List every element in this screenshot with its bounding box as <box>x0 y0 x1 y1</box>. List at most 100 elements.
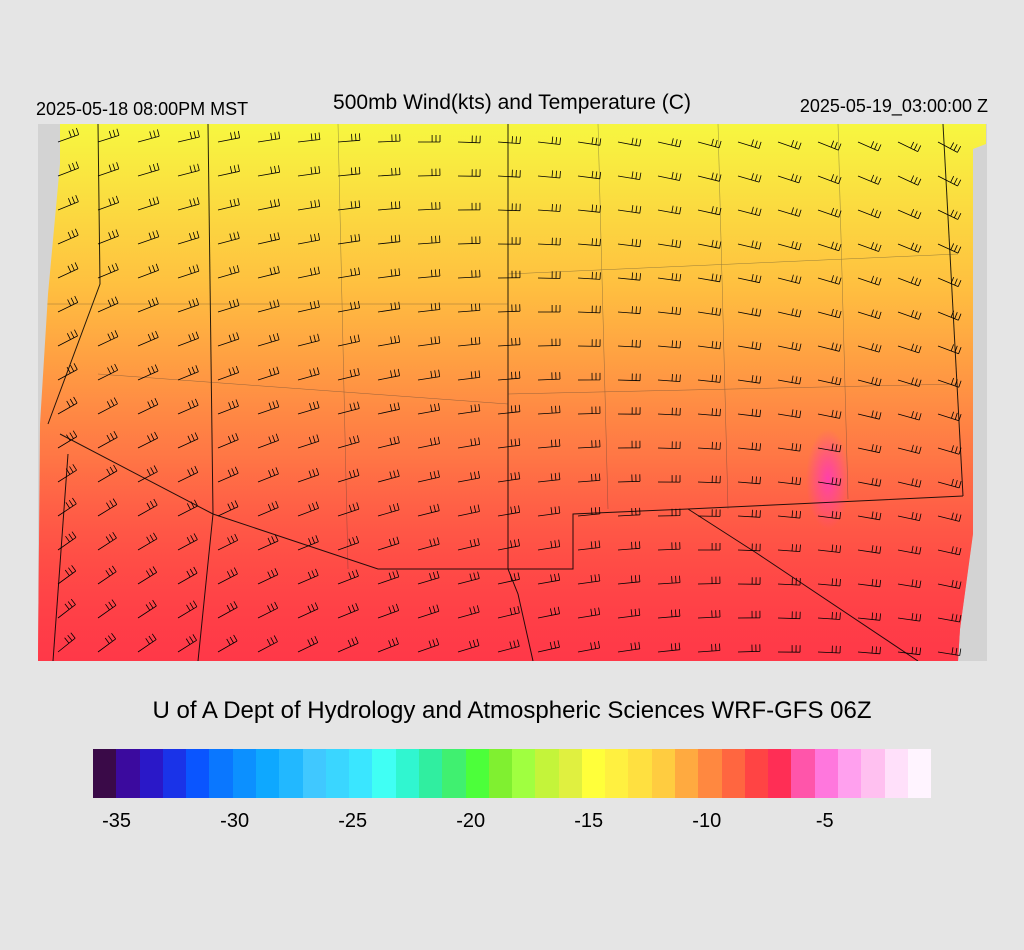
wind-barb <box>457 538 480 551</box>
wind-barb <box>697 509 721 517</box>
wind-barb <box>337 133 361 143</box>
wind-barb <box>817 376 842 386</box>
wind-barb <box>497 505 521 517</box>
wind-barb <box>817 443 842 453</box>
wind-barb <box>337 636 359 653</box>
colorbar-cell <box>209 749 233 798</box>
wind-barb <box>817 241 842 252</box>
wind-barb <box>257 265 280 279</box>
wind-barb <box>937 613 962 623</box>
wind-barb <box>57 497 77 517</box>
colorbar-cell <box>744 749 769 798</box>
colorbar-cell <box>884 749 908 798</box>
colorbar-cell <box>186 749 210 798</box>
wind-barb <box>417 336 441 347</box>
colorbar-tick-label: -5 <box>815 810 834 832</box>
wind-barb <box>97 363 119 381</box>
temperature-colorbar <box>93 749 932 798</box>
wind-barb <box>617 272 641 281</box>
wind-barb <box>937 141 962 153</box>
wind-barb <box>817 174 842 185</box>
wind-barb <box>817 409 842 419</box>
wind-barb <box>417 403 440 415</box>
wind-barb <box>897 377 922 387</box>
wind-barb <box>97 397 118 415</box>
wind-barb <box>217 198 240 211</box>
wind-barb <box>377 335 401 347</box>
wind-barb <box>897 410 922 421</box>
wind-barb <box>497 270 521 279</box>
wind-barb <box>57 295 79 313</box>
wind-barb <box>297 233 320 245</box>
wind-barb <box>697 475 721 484</box>
wind-barb <box>657 171 682 181</box>
wind-barb <box>537 405 561 415</box>
wind-barb <box>257 165 281 177</box>
wind-barb <box>217 231 240 245</box>
wind-barb <box>697 172 722 182</box>
wind-barb <box>577 170 602 180</box>
wind-barb <box>457 605 480 619</box>
wind-barb <box>97 296 119 313</box>
wind-barb <box>697 206 722 216</box>
wind-barb <box>577 473 601 483</box>
wind-barb <box>497 203 521 212</box>
wind-barb <box>457 403 481 415</box>
colorbar-cell <box>465 749 489 798</box>
wind-barb <box>537 472 561 483</box>
wind-barb <box>137 196 160 211</box>
wind-barb <box>137 465 158 483</box>
wind-barb <box>737 610 761 619</box>
wind-barb <box>337 535 360 551</box>
wind-barb <box>657 609 681 619</box>
wind-barb <box>177 465 199 483</box>
wind-barb <box>497 404 521 415</box>
wind-barb <box>177 230 200 245</box>
wind-barb <box>737 139 762 149</box>
wind-barb <box>537 170 561 179</box>
colorbar-cell <box>651 749 676 798</box>
wind-barb <box>297 636 319 653</box>
wind-barb <box>297 333 320 347</box>
wind-barb <box>217 332 240 347</box>
wind-barb <box>457 269 481 279</box>
wind-barb <box>737 509 761 518</box>
colorbar-tick-label: -35 <box>102 810 132 832</box>
wind-barb <box>857 242 882 252</box>
wind-barb <box>657 306 682 315</box>
wind-barb <box>537 539 561 551</box>
wind-barb <box>337 267 361 279</box>
wind-barb <box>577 137 602 146</box>
wind-barb <box>617 641 641 653</box>
wind-barb <box>297 132 321 143</box>
wind-barb <box>617 574 641 585</box>
wind-barb <box>497 304 521 313</box>
wind-barb <box>537 640 560 653</box>
wind-barb <box>617 407 641 415</box>
wind-barb <box>57 598 76 619</box>
wind-barb <box>257 601 279 619</box>
colorbar-tick-label: -15 <box>574 810 604 832</box>
wind-barb <box>817 477 842 486</box>
colorbar-cell <box>139 749 163 798</box>
state-borders <box>47 124 964 661</box>
wind-barb <box>897 209 922 220</box>
wind-barb <box>297 300 320 313</box>
wind-barb <box>377 268 401 279</box>
wind-barb <box>57 464 77 483</box>
wind-barb <box>777 645 801 653</box>
wind-barb <box>257 433 279 449</box>
wind-barb <box>337 502 360 517</box>
wind-barb <box>657 205 682 215</box>
wind-barb <box>457 236 481 245</box>
colorbar-cell <box>349 749 373 798</box>
wind-barb <box>97 565 117 585</box>
wind-barb <box>457 638 480 653</box>
wind-barb <box>377 201 401 211</box>
wind-barb <box>137 532 158 551</box>
wind-barb <box>497 136 521 144</box>
wind-barb <box>297 367 320 381</box>
wind-barb <box>377 570 400 585</box>
wind-barb <box>657 340 681 349</box>
wind-barb <box>337 300 360 313</box>
